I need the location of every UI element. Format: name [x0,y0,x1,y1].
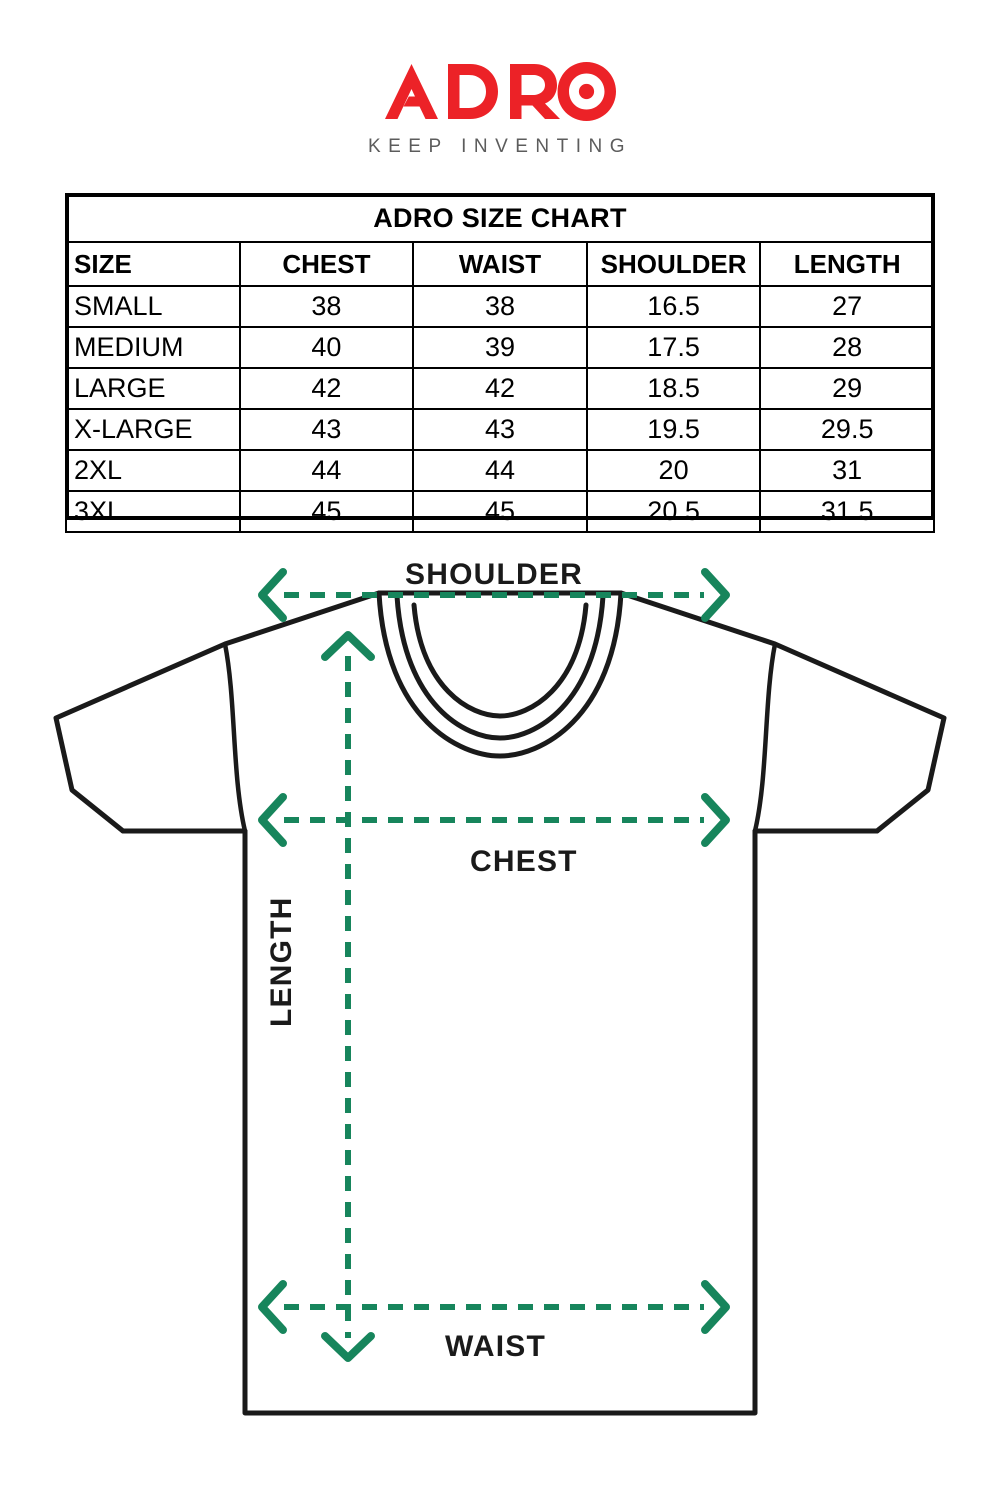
cell-chest: 40 [238,326,415,369]
cell-chest: 44 [238,449,415,492]
adro-target-logo-icon [384,62,616,122]
cell-chest: 42 [238,367,415,410]
cell-shoulder: 16.5 [585,285,762,328]
cell-chest: 43 [238,408,415,451]
table-row: MEDIUM 40 39 17.5 28 [65,326,935,369]
label-waist: WAIST [445,1330,546,1363]
cell-length: 31.5 [759,490,935,533]
cell-waist: 39 [412,326,588,369]
cell-waist: 45 [412,490,588,533]
collar-inner-curve [411,602,589,719]
column-header-waist: WAIST [412,241,588,287]
table-row: LARGE 42 42 18.5 29 [65,367,935,410]
column-header-chest: CHEST [238,241,415,287]
cell-size: MEDIUM [65,326,241,369]
chest-measure-arrow [258,793,730,847]
table-row: SMALL 38 38 16.5 27 [65,285,935,328]
cell-shoulder: 18.5 [585,367,762,410]
cell-length: 28 [759,326,935,369]
cell-size: 3XL [65,490,241,533]
shoulder-measure-arrow [258,568,730,622]
cell-waist: 44 [412,449,588,492]
size-chart-table: ADRO SIZE CHART SIZE CHEST WAIST SHOULDE… [65,193,935,533]
cell-length: 29.5 [759,408,935,451]
cell-waist: 38 [412,285,588,328]
cell-waist: 42 [412,367,588,410]
collar-outer-curve [376,590,624,759]
cell-shoulder: 20.5 [585,490,762,533]
cell-size: X-LARGE [65,408,241,451]
table-row: X-LARGE 43 43 19.5 29.5 [65,408,935,451]
label-length: LENGTH [265,896,298,1027]
cell-shoulder: 17.5 [585,326,762,369]
column-header-length: LENGTH [759,241,935,287]
table-row: 3XL 45 45 20.5 31.5 [65,490,935,533]
cell-length: 27 [759,285,935,328]
cell-shoulder: 19.5 [585,408,762,451]
table-title-row: ADRO SIZE CHART [65,193,935,243]
table-title: ADRO SIZE CHART [65,193,935,243]
tshirt-measurement-diagram: .mdash { stroke: #17855c; stroke-width: … [0,548,1000,1428]
cell-length: 29 [759,367,935,410]
cell-waist: 43 [412,408,588,451]
collar-middle-curve [394,593,606,741]
column-header-size: SIZE [65,241,241,287]
cell-chest: 45 [238,490,415,533]
left-armhole-seam [222,641,248,834]
label-shoulder: SHOULDER [405,558,583,591]
cell-size: 2XL [65,449,241,492]
brand-logo: KEEP INVENTING [0,62,1000,158]
table-header-row: SIZE CHEST WAIST SHOULDER LENGTH [65,241,935,287]
cell-length: 31 [759,449,935,492]
cell-shoulder: 20 [585,449,762,492]
column-header-shoulder: SHOULDER [585,241,762,287]
brand-tagline: KEEP INVENTING [367,136,633,157]
length-measure-arrow [321,631,375,1362]
waist-measure-arrow [258,1280,730,1334]
table-row: 2XL 44 44 20 31 [65,449,935,492]
cell-size: SMALL [65,285,241,328]
right-armhole-seam [752,641,778,834]
label-chest: CHEST [470,845,578,878]
cell-size: LARGE [65,367,241,410]
cell-chest: 38 [238,285,415,328]
